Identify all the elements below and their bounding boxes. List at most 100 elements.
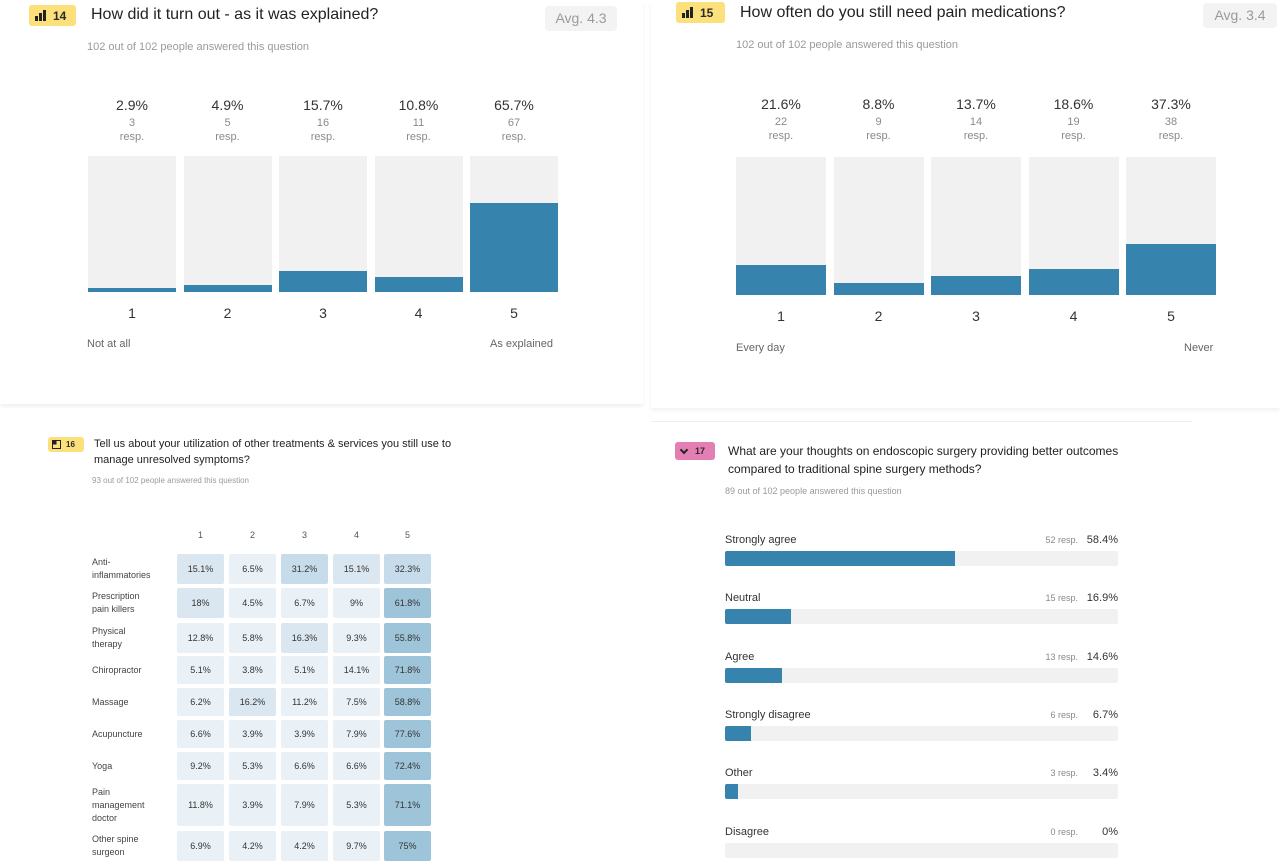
matrix-row-label: Acupuncture xyxy=(92,728,172,741)
option-bar-fill xyxy=(725,609,792,625)
answered-count: 89 out of 102 people answered this quest… xyxy=(725,486,902,496)
matrix-cell: 71.1% xyxy=(384,784,431,826)
option-percentage: 14.6% xyxy=(1086,650,1118,663)
question-title-line1: Tell us about your utilization of other … xyxy=(94,438,452,450)
option-response-count: 3 resp. xyxy=(1050,768,1078,779)
matrix-row-label-line: doctor xyxy=(92,812,118,823)
answered-count: 93 out of 102 people answered this quest… xyxy=(92,476,250,485)
matrix-cell: 16.2% xyxy=(229,688,276,716)
matrix-row-label-line: Anti- xyxy=(92,557,111,567)
matrix-row-label: Physical therapy xyxy=(92,625,172,651)
matrix-cell: 12.8% xyxy=(177,623,224,653)
bar-fill xyxy=(470,202,558,292)
chevron-down-icon xyxy=(679,445,689,454)
column-percentage: 10.8% xyxy=(398,97,439,113)
option-bar-track xyxy=(725,842,1118,858)
matrix-icon xyxy=(52,440,61,449)
question-number-badge: 16 xyxy=(48,437,84,452)
matrix-row-label-line: management xyxy=(92,799,145,810)
matrix-cell: 11.8% xyxy=(177,784,224,826)
matrix-cell: 6.7% xyxy=(281,588,328,618)
matrix-row-label: Chiropractor xyxy=(92,664,172,677)
option-label: Other xyxy=(725,767,753,780)
matrix-cell: 6.9% xyxy=(177,831,224,861)
divider xyxy=(651,421,1192,422)
column-resp-label: resp. xyxy=(963,130,989,142)
option-bar-track xyxy=(725,725,1118,741)
question-number: 16 xyxy=(66,440,75,449)
column-response-count: 14 xyxy=(969,116,983,128)
column-response-count: 5 xyxy=(224,117,231,129)
matrix-column-header: 2 xyxy=(249,530,255,540)
matrix-row-label-line: therapy xyxy=(92,639,123,649)
matrix-cell: 75% xyxy=(384,831,431,861)
scale-point-label: 1 xyxy=(128,305,136,321)
question-title: How often do you still need pain medicat… xyxy=(740,4,1066,21)
column-percentage: 37.3% xyxy=(1151,96,1191,112)
matrix-row-label: Anti-inflammatories xyxy=(92,556,172,582)
matrix-column-header: 4 xyxy=(353,530,359,540)
matrix-cell: 61.8% xyxy=(384,588,431,618)
column-response-count: 3 xyxy=(128,117,136,129)
column-response-count: 38 xyxy=(1164,116,1178,128)
matrix-cell: 6.6% xyxy=(281,752,328,780)
bar-track xyxy=(1028,157,1119,295)
option-bar-fill xyxy=(725,784,739,800)
matrix-cell: 9.7% xyxy=(333,831,380,861)
scale-max-label: Never xyxy=(1184,342,1214,354)
bar-track xyxy=(931,157,1021,295)
scale-point-label: 1 xyxy=(777,308,785,324)
matrix-row-label-line: Physical xyxy=(92,626,126,636)
matrix-row-label: Massage xyxy=(92,696,172,709)
column-resp-label: resp. xyxy=(1061,130,1086,142)
matrix-cell: 77.6% xyxy=(384,720,431,748)
bar-track xyxy=(1126,157,1216,295)
matrix-cell: 5.3% xyxy=(229,752,276,780)
matrix-cell: 5.3% xyxy=(333,784,380,826)
bar-fill xyxy=(931,276,1021,295)
question-number-badge: 17 xyxy=(675,442,715,460)
matrix-cell: 15.1% xyxy=(177,554,224,584)
matrix-cell: 6.6% xyxy=(177,720,224,748)
column-percentage: 2.9% xyxy=(116,97,148,113)
column-response-count: 67 xyxy=(507,117,521,129)
option-label: Strongly disagree xyxy=(725,708,811,721)
column-response-count: 9 xyxy=(875,116,882,128)
option-bar-track xyxy=(725,784,1118,800)
option-bar-track xyxy=(725,609,1118,625)
matrix-cell: 9.2% xyxy=(177,752,224,780)
scale-point-label: 4 xyxy=(414,305,423,321)
bar-fill xyxy=(736,265,826,295)
bar-fill xyxy=(833,282,924,295)
column-response-count: 19 xyxy=(1067,116,1080,128)
column-resp-label: resp. xyxy=(1158,130,1184,142)
option-label: Disagree xyxy=(725,825,770,838)
scale-point-label: 3 xyxy=(972,308,980,324)
matrix-cell: 6.2% xyxy=(177,688,224,716)
column-percentage: 65.7% xyxy=(494,97,534,113)
bar-chart-icon xyxy=(35,10,46,21)
option-percentage: 16.9% xyxy=(1086,592,1118,605)
matrix-row-label-line: Acupuncture xyxy=(92,728,143,739)
question-title-line2: manage unresolved symptoms? xyxy=(94,454,250,466)
matrix-cell: 55.8% xyxy=(384,623,431,653)
matrix-row-label-line: surgeon xyxy=(92,847,125,857)
column-percentage: 8.8% xyxy=(862,96,895,112)
matrix-cell: 4.2% xyxy=(281,831,328,861)
matrix-cell: 4.2% xyxy=(229,831,276,861)
question-14-card: 14 How did it turn out - as it was expla… xyxy=(0,0,643,404)
matrix-row-label: Yoga xyxy=(92,760,172,773)
matrix-cell: 5.8% xyxy=(229,623,276,653)
option-response-count: 13 resp. xyxy=(1045,651,1078,662)
bar-fill xyxy=(1126,243,1216,295)
matrix-cell: 3.9% xyxy=(229,720,276,748)
question-title-line2: compared to traditional spine surgery me… xyxy=(728,462,982,476)
question-number: 14 xyxy=(53,8,67,23)
matrix-cell: 58.8% xyxy=(384,688,431,716)
answered-count: 102 out of 102 people answered this ques… xyxy=(736,39,958,51)
matrix-cell: 16.3% xyxy=(281,623,328,653)
option-response-count: 6 resp. xyxy=(1050,709,1078,720)
option-bar-fill xyxy=(725,551,955,566)
scale-point-label: 2 xyxy=(223,305,232,321)
bar-track xyxy=(183,156,272,292)
